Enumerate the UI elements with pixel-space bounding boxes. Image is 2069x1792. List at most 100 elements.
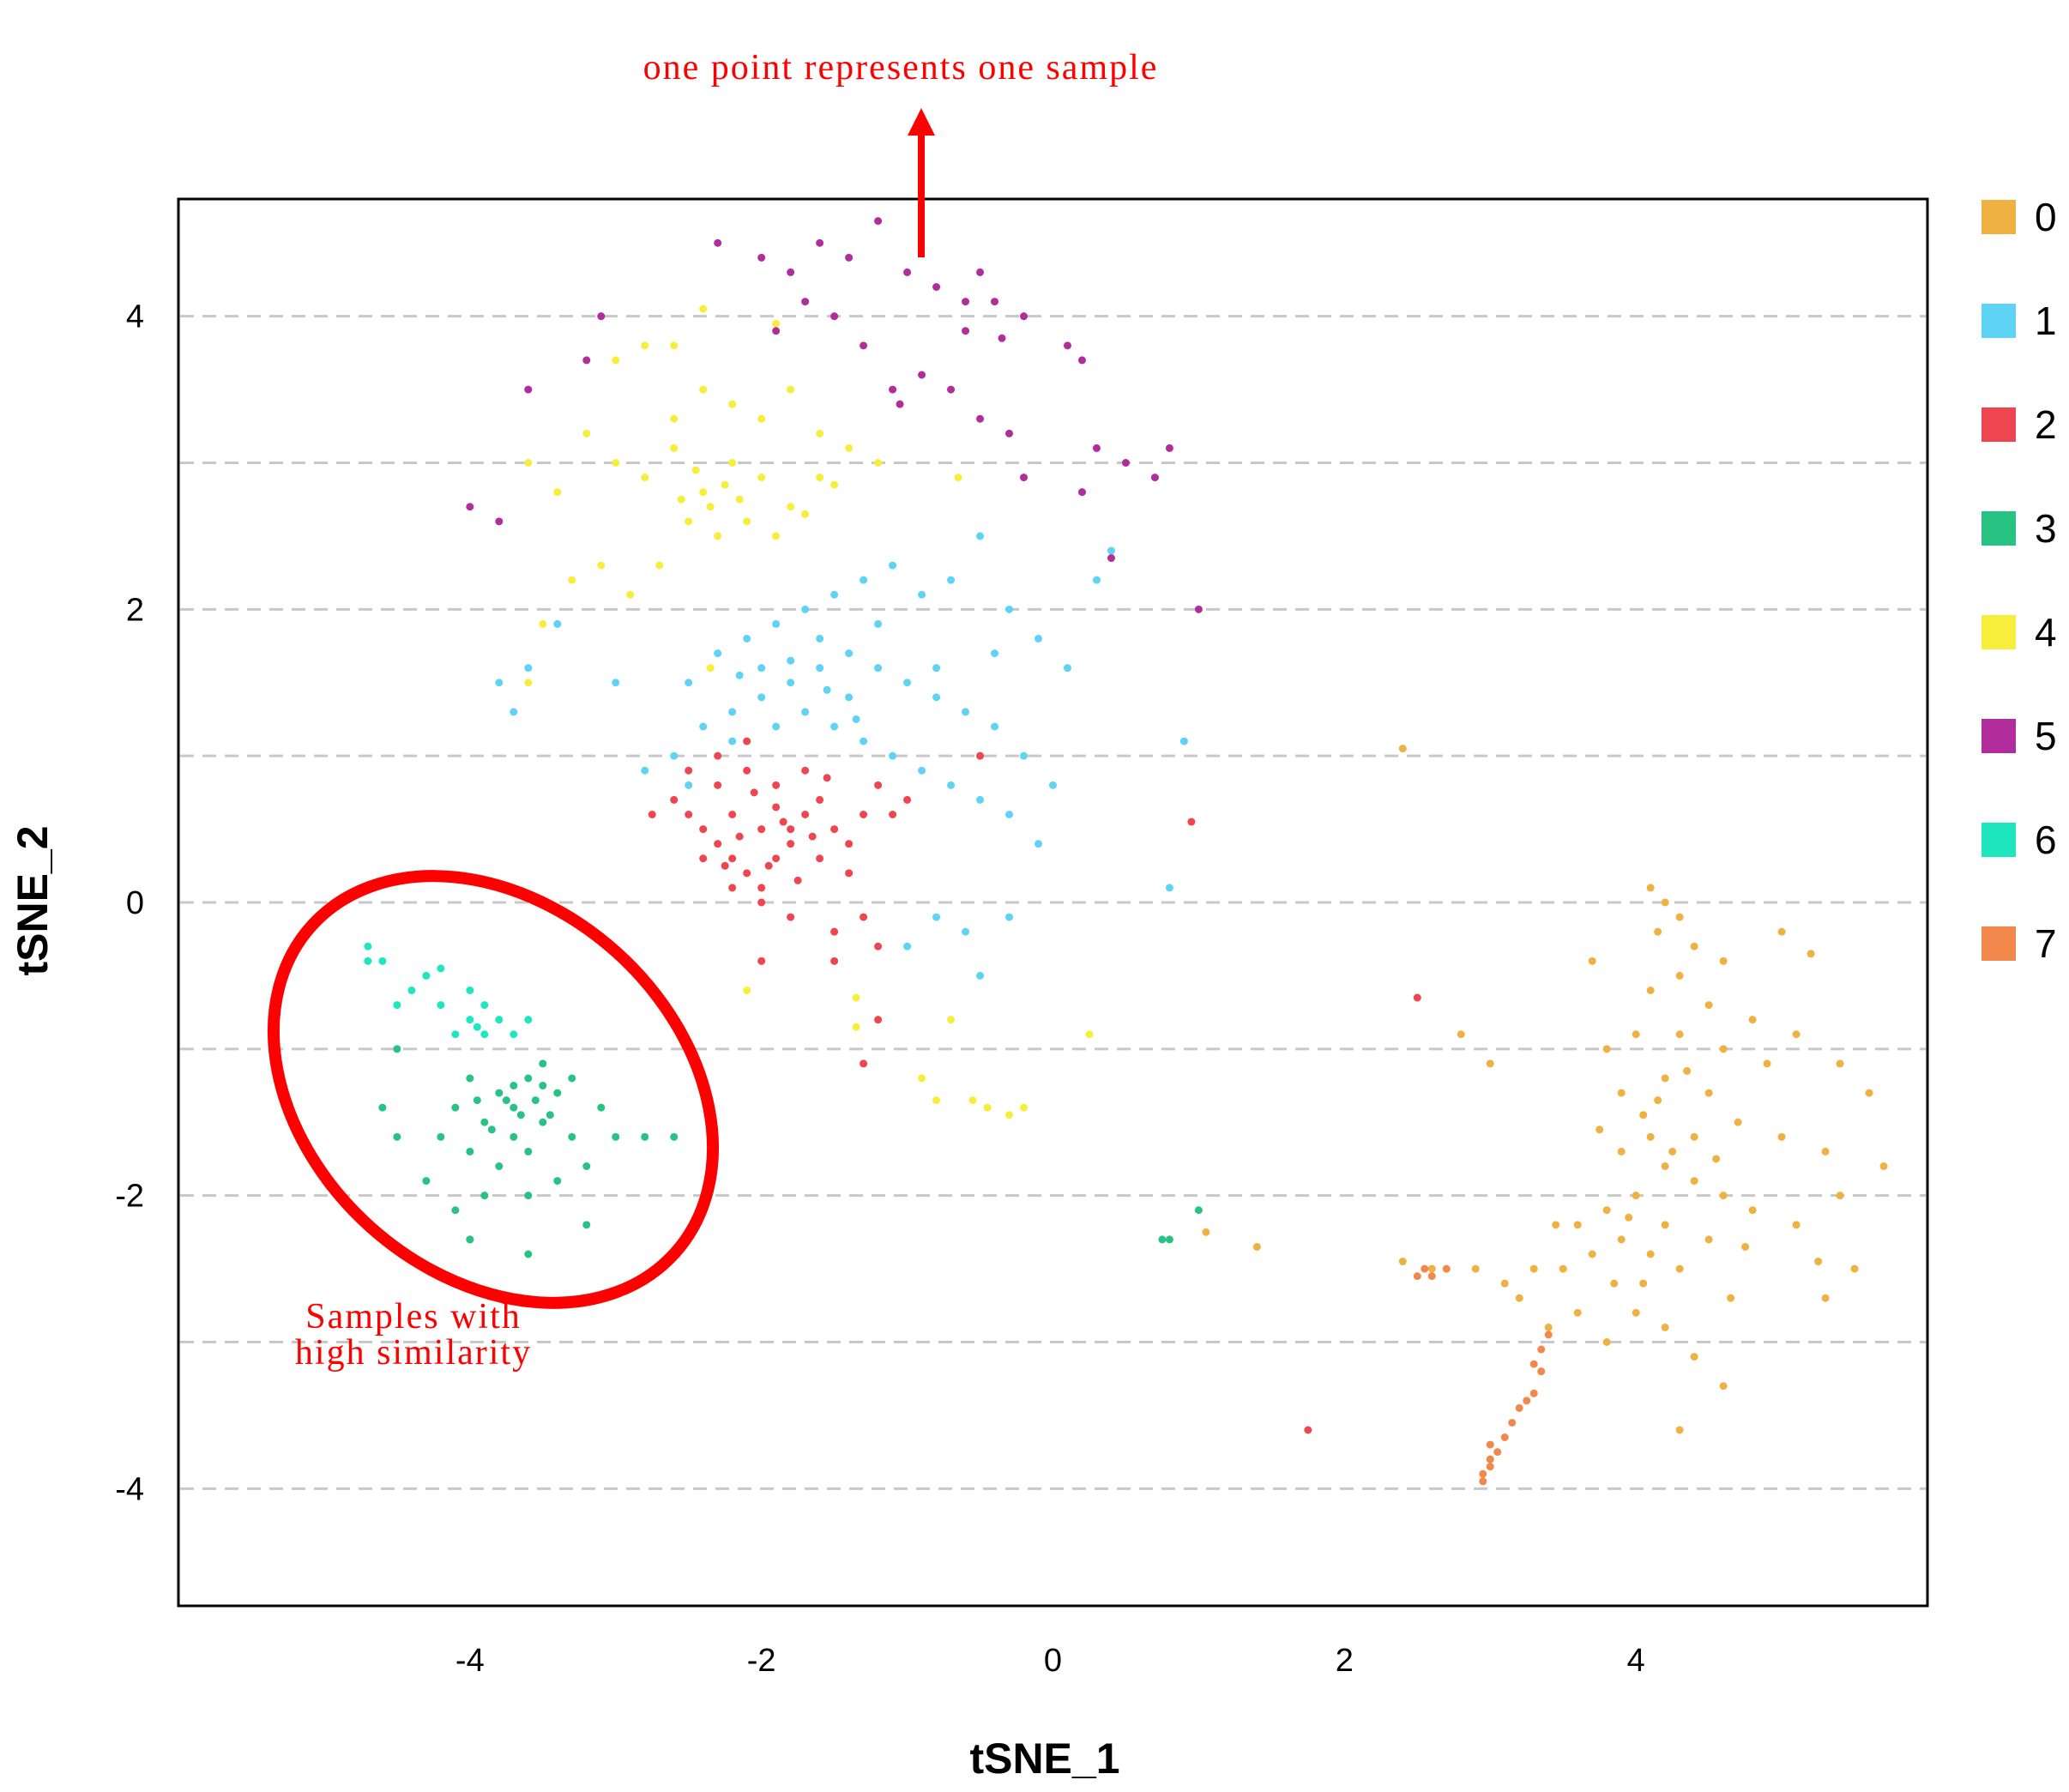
data-point-cluster-0 bbox=[1675, 1030, 1684, 1039]
data-point-cluster-2 bbox=[772, 781, 781, 789]
data-point-cluster-1 bbox=[976, 532, 985, 540]
data-point-cluster-5 bbox=[962, 327, 970, 335]
data-point-cluster-3 bbox=[546, 1111, 554, 1119]
data-point-cluster-2 bbox=[823, 774, 831, 782]
data-point-cluster-2 bbox=[648, 811, 656, 818]
data-point-cluster-1 bbox=[830, 590, 839, 599]
data-point-cluster-3 bbox=[510, 1103, 518, 1112]
data-point-cluster-1 bbox=[860, 737, 868, 745]
x-tick-label: -2 bbox=[747, 1643, 776, 1679]
data-point-cluster-7 bbox=[1442, 1264, 1451, 1273]
data-point-cluster-7 bbox=[1529, 1389, 1538, 1397]
x-tick-label: -4 bbox=[455, 1643, 485, 1679]
data-point-cluster-0 bbox=[1683, 1066, 1692, 1075]
data-point-cluster-6 bbox=[378, 956, 387, 965]
data-point-cluster-2 bbox=[903, 795, 912, 804]
data-point-cluster-5 bbox=[1005, 429, 1014, 437]
data-point-cluster-1 bbox=[1165, 884, 1173, 892]
data-point-cluster-1 bbox=[1005, 811, 1014, 818]
data-point-cluster-5 bbox=[597, 312, 606, 321]
data-point-cluster-1 bbox=[787, 656, 795, 665]
data-point-cluster-3 bbox=[393, 1132, 401, 1141]
data-point-cluster-4 bbox=[1085, 1030, 1094, 1039]
data-point-cluster-0 bbox=[1807, 950, 1815, 958]
data-point-cluster-5 bbox=[918, 371, 926, 379]
data-point-cluster-0 bbox=[1690, 942, 1698, 950]
data-point-cluster-0 bbox=[1639, 1111, 1648, 1119]
data-point-cluster-1 bbox=[976, 795, 985, 804]
data-point-cluster-2 bbox=[779, 818, 787, 826]
data-point-cluster-6 bbox=[422, 971, 431, 980]
data-point-cluster-3 bbox=[568, 1074, 576, 1083]
data-point-cluster-2 bbox=[764, 861, 773, 870]
data-point-cluster-3 bbox=[466, 1147, 474, 1155]
data-point-cluster-2 bbox=[670, 795, 679, 804]
legend-label: 0 bbox=[2035, 195, 2057, 239]
data-point-cluster-7 bbox=[1515, 1403, 1523, 1412]
data-point-cluster-7 bbox=[1537, 1345, 1546, 1354]
data-point-cluster-2 bbox=[757, 884, 766, 892]
data-point-cluster-1 bbox=[852, 715, 860, 723]
data-point-cluster-0 bbox=[1654, 1096, 1662, 1105]
data-point-cluster-5 bbox=[466, 503, 474, 511]
data-point-cluster-0 bbox=[1427, 1264, 1436, 1273]
data-point-cluster-3 bbox=[531, 1096, 540, 1105]
data-point-cluster-1 bbox=[757, 664, 766, 673]
data-point-cluster-5 bbox=[874, 217, 883, 226]
data-point-cluster-3 bbox=[568, 1132, 576, 1141]
data-point-cluster-2 bbox=[787, 840, 795, 848]
data-point-cluster-5 bbox=[524, 385, 533, 394]
data-point-cluster-4 bbox=[1005, 1111, 1014, 1119]
data-point-cluster-0 bbox=[1398, 745, 1407, 753]
data-point-cluster-0 bbox=[1588, 1250, 1596, 1258]
data-point-cluster-5 bbox=[1150, 474, 1159, 482]
data-point-cluster-6 bbox=[393, 1001, 401, 1010]
data-point-cluster-0 bbox=[1850, 1264, 1859, 1273]
data-point-cluster-2 bbox=[728, 854, 737, 863]
data-point-cluster-1 bbox=[772, 722, 781, 731]
data-point-cluster-2 bbox=[1413, 993, 1421, 1002]
y-tick-label: 2 bbox=[126, 592, 144, 628]
data-point-cluster-1 bbox=[1005, 913, 1014, 921]
data-point-cluster-2 bbox=[1187, 818, 1196, 826]
legend-swatch bbox=[1982, 926, 2016, 961]
data-point-cluster-2 bbox=[757, 825, 766, 834]
data-point-cluster-5 bbox=[495, 517, 504, 526]
data-point-cluster-1 bbox=[524, 664, 533, 673]
data-point-cluster-2 bbox=[743, 869, 751, 878]
data-point-cluster-4 bbox=[641, 474, 649, 482]
data-point-cluster-2 bbox=[743, 737, 751, 745]
data-point-cluster-1 bbox=[1179, 737, 1188, 745]
data-point-cluster-7 bbox=[1427, 1272, 1436, 1281]
data-point-cluster-0 bbox=[1792, 1030, 1801, 1039]
data-point-cluster-2 bbox=[685, 811, 693, 818]
data-point-cluster-4 bbox=[757, 474, 766, 482]
data-point-cluster-1 bbox=[830, 722, 839, 731]
data-point-cluster-1 bbox=[699, 722, 708, 731]
data-point-cluster-4 bbox=[852, 993, 860, 1002]
data-point-cluster-3 bbox=[466, 1074, 474, 1083]
data-point-cluster-1 bbox=[889, 561, 897, 570]
data-point-cluster-2 bbox=[757, 898, 766, 907]
data-point-cluster-4 bbox=[685, 517, 693, 526]
data-point-cluster-5 bbox=[998, 334, 1006, 342]
data-point-cluster-1 bbox=[553, 619, 562, 628]
data-point-cluster-1 bbox=[728, 708, 737, 716]
data-point-cluster-0 bbox=[1544, 1323, 1553, 1331]
data-point-cluster-2 bbox=[860, 811, 868, 818]
data-point-cluster-5 bbox=[582, 356, 591, 365]
data-point-cluster-2 bbox=[699, 854, 708, 863]
data-point-cluster-0 bbox=[1552, 1221, 1560, 1229]
plot-frame bbox=[177, 197, 1929, 1608]
data-point-cluster-3 bbox=[466, 1235, 474, 1244]
data-point-cluster-1 bbox=[1092, 576, 1101, 584]
data-point-cluster-5 bbox=[889, 385, 897, 394]
data-point-cluster-6 bbox=[437, 964, 445, 973]
data-point-cluster-4 bbox=[691, 466, 700, 474]
data-point-cluster-4 bbox=[757, 414, 766, 423]
data-point-cluster-0 bbox=[1727, 1294, 1735, 1302]
x-tick-label: 2 bbox=[1336, 1643, 1354, 1679]
data-point-cluster-4 bbox=[728, 459, 737, 467]
data-point-cluster-1 bbox=[976, 971, 985, 980]
data-point-cluster-0 bbox=[1865, 1089, 1873, 1097]
